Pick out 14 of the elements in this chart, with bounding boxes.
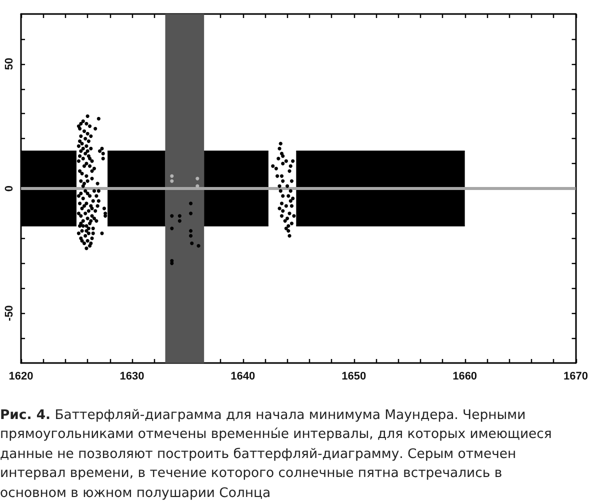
point xyxy=(170,179,174,183)
point xyxy=(170,174,174,178)
x-tick-label: 1670 xyxy=(564,370,588,382)
x-tick-label: 1660 xyxy=(452,370,478,382)
y-tick-label: 50 xyxy=(4,58,16,70)
text: Рис. 4. Баттерфляй-диаграмма для начала минимума Маундера. Черными прямоугольниками отмечены временны́е интервалы, для которых имеющиеся данные не позволяют построить баттерфляй-диаграмму. Серым отмечен интервал времени, в течение которого солнечные пятна встречались в основном в южном полушарии Солнца xyxy=(0,408,552,501)
x-tick-label: 1640 xyxy=(230,370,256,382)
x-tick-label: 1620 xyxy=(8,370,34,382)
point xyxy=(196,176,200,180)
y-tick-label: 0 xyxy=(4,185,16,192)
point xyxy=(196,184,200,188)
y-tick-label: -50 xyxy=(4,305,16,322)
x-tick-label: 1650 xyxy=(342,370,366,382)
x-tick-label: 1630 xyxy=(120,370,144,382)
